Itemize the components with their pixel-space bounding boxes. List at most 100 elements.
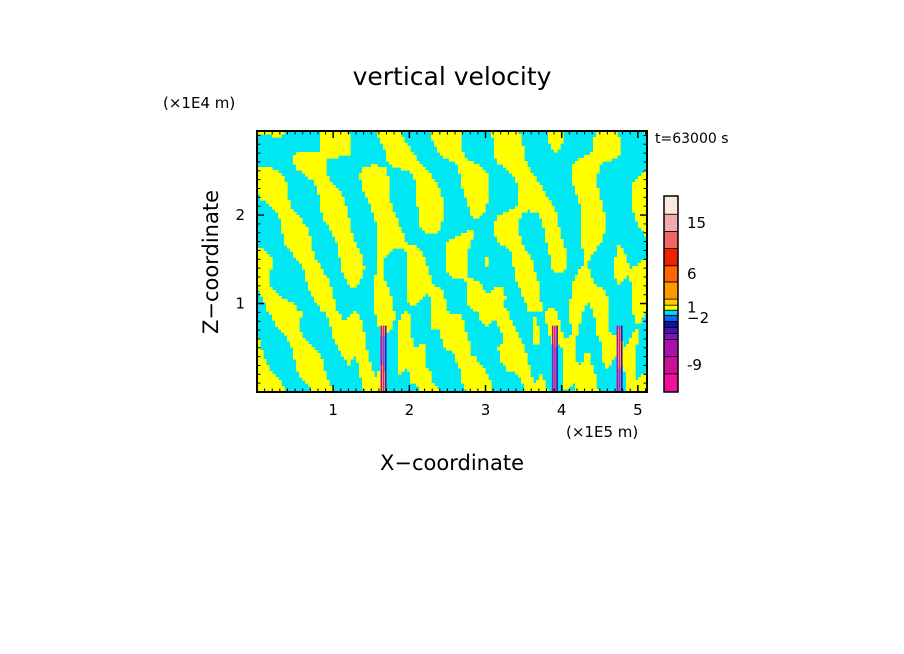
field-positive-cell	[257, 257, 273, 261]
field-positive-cell	[449, 239, 471, 243]
field-positive-cell	[296, 368, 324, 372]
field-positive-cell	[419, 206, 444, 210]
field-positive-cell	[257, 341, 261, 345]
field-positive-cell	[362, 167, 387, 171]
field-positive-cell	[260, 293, 279, 297]
field-positive-cell	[614, 269, 647, 273]
field-positive-cell	[542, 224, 558, 228]
field-positive-cell	[581, 230, 606, 234]
field-positive-cell	[287, 338, 306, 342]
field-positive-cell	[455, 356, 477, 360]
field-positive-cell	[584, 254, 591, 258]
field-positive-cell	[626, 374, 636, 378]
field-positive-cell	[464, 383, 492, 387]
field-positive-cell	[551, 146, 561, 150]
field-positive-cell	[494, 146, 525, 150]
field-positive-cell	[617, 278, 624, 282]
field-positive-cell	[548, 131, 564, 135]
field-positive-cell	[284, 239, 312, 243]
field-positive-cell	[257, 251, 267, 255]
field-positive-cell	[629, 278, 647, 282]
field-positive-cell	[296, 164, 327, 168]
field-positive-cell	[509, 248, 525, 252]
field-positive-cell	[485, 263, 489, 267]
field-positive-cell	[596, 332, 612, 336]
field-positive-cell	[563, 362, 579, 366]
field-positive-cell	[257, 374, 276, 378]
field-positive-cell	[512, 257, 531, 261]
field-positive-cell	[362, 185, 390, 189]
field-positive-cell	[278, 215, 300, 219]
field-positive-cell	[521, 380, 534, 384]
field-positive-cell	[524, 389, 549, 392]
field-positive-cell	[338, 248, 360, 252]
field-positive-cell	[410, 302, 417, 306]
field-positive-cell	[377, 131, 402, 135]
field-positive-cell	[584, 257, 591, 261]
field-positive-cell	[512, 251, 528, 255]
field-positive-cell	[605, 365, 609, 369]
field-positive-cell	[638, 263, 647, 267]
field-positive-cell	[416, 197, 444, 201]
field-positive-cell	[374, 305, 393, 309]
field-positive-cell	[437, 146, 462, 150]
field-positive-cell	[518, 284, 540, 288]
field-positive-cell	[602, 356, 615, 360]
field-positive-cell	[407, 296, 423, 300]
y-tick-label: 1	[235, 295, 245, 313]
field-positive-cell	[470, 305, 504, 309]
field-positive-cell	[317, 302, 336, 306]
field-positive-cell	[281, 221, 303, 225]
field-positive-cell	[506, 368, 531, 372]
field-positive-cell	[335, 239, 354, 243]
field-positive-cell	[461, 233, 474, 237]
field-positive-cell	[617, 356, 636, 360]
field-positive-cell	[494, 152, 525, 156]
field-positive-cell	[530, 209, 555, 213]
field-positive-cell	[356, 359, 369, 363]
field-positive-cell	[323, 215, 348, 219]
field-positive-cell	[467, 293, 504, 297]
updraft-core	[616, 325, 619, 392]
field-positive-cell	[446, 254, 468, 258]
field-positive-cell	[572, 290, 606, 294]
field-positive-cell	[320, 203, 345, 207]
field-positive-cell	[266, 308, 297, 312]
field-positive-cell	[419, 218, 444, 222]
field-positive-cell	[257, 380, 282, 384]
field-positive-cell	[533, 329, 540, 333]
field-positive-cell	[632, 206, 647, 210]
field-positive-cell	[401, 167, 426, 171]
field-positive-cell	[596, 317, 609, 321]
field-positive-cell	[374, 308, 393, 312]
field-positive-cell	[347, 359, 351, 363]
field-positive-cell	[257, 248, 264, 252]
field-positive-cell	[269, 311, 303, 315]
field-positive-cell	[398, 341, 414, 345]
field-positive-cell	[431, 317, 462, 321]
field-positive-cell	[431, 311, 450, 315]
field-positive-cell	[410, 170, 429, 174]
field-positive-cell	[374, 218, 399, 222]
field-positive-cell	[584, 248, 597, 252]
field-positive-cell	[329, 320, 363, 324]
field-positive-cell	[359, 368, 372, 372]
colorbar-swatch	[663, 314, 679, 322]
field-positive-cell	[257, 188, 288, 192]
field-positive-cell	[416, 185, 438, 189]
field-positive-cell	[632, 188, 647, 192]
field-positive-cell	[614, 263, 630, 267]
field-positive-cell	[524, 296, 540, 300]
field-positive-cell	[305, 278, 330, 282]
field-positive-cell	[341, 269, 363, 273]
field-positive-cell	[635, 314, 645, 318]
field-positive-cell	[503, 338, 522, 342]
field-positive-cell	[461, 182, 489, 186]
field-positive-cell	[560, 344, 576, 348]
field-positive-cell	[293, 155, 339, 159]
field-positive-cell	[563, 371, 594, 375]
field-positive-cell	[515, 278, 537, 282]
field-positive-cell	[377, 254, 387, 258]
field-positive-cell	[260, 194, 288, 198]
field-positive-cell	[443, 344, 471, 348]
